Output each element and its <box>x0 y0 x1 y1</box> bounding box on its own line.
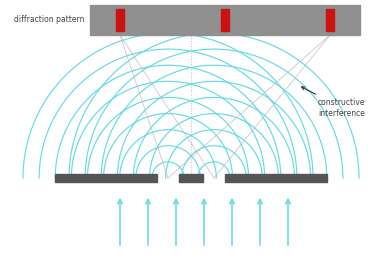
Text: constructive
interference: constructive interference <box>301 87 366 118</box>
Bar <box>221 9 229 31</box>
Bar <box>55 174 157 182</box>
Bar <box>326 9 334 31</box>
Bar <box>179 174 203 182</box>
Bar <box>116 9 124 31</box>
Bar <box>90 5 360 35</box>
Text: diffraction pattern: diffraction pattern <box>15 15 85 25</box>
Bar <box>225 174 327 182</box>
